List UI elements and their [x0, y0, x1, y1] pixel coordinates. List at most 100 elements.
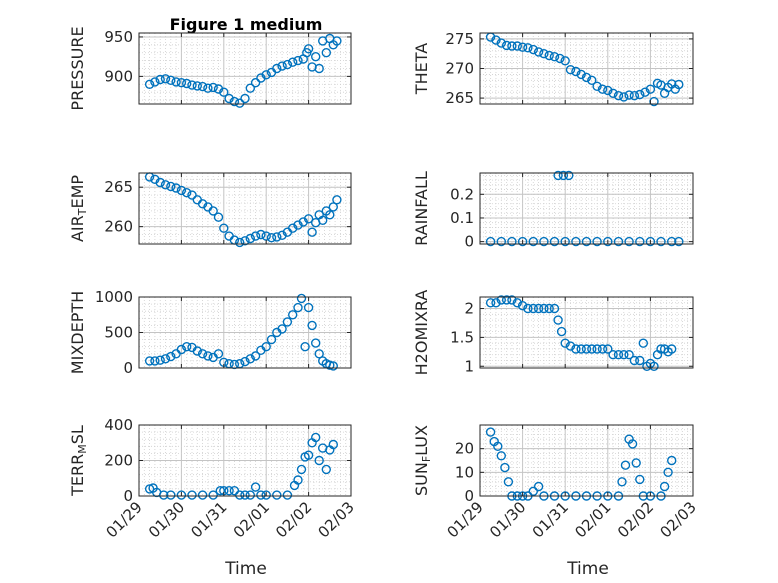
data-point: [507, 236, 517, 247]
data-point: [213, 212, 224, 222]
data-point: [571, 66, 581, 77]
data-point: [166, 351, 176, 362]
data-point: [645, 236, 656, 247]
data-point: [496, 38, 506, 48]
data-point: [158, 490, 169, 500]
y-axis-label-part: H2OMIXRA: [412, 290, 431, 376]
data-point: [635, 236, 645, 247]
data-point: [613, 90, 624, 101]
data-point: [496, 451, 506, 461]
data-point: [592, 81, 602, 92]
data-point: [234, 490, 245, 500]
data-point: [298, 217, 308, 227]
y-axis-label-part: SL: [68, 425, 87, 444]
axes-box: [138, 172, 352, 245]
y-axis-label-part: RAINFALL: [412, 171, 431, 246]
data-point: [328, 361, 338, 371]
data-point: [240, 236, 250, 246]
data-point: [576, 69, 586, 80]
data-point: [328, 439, 338, 450]
data-point: [288, 223, 298, 233]
data-point: [549, 236, 560, 247]
data-point: [528, 303, 538, 314]
data-point: [219, 223, 229, 233]
data-point: [485, 298, 496, 308]
y-tick-label: 200: [104, 452, 133, 470]
y-tick-label: 1.5: [450, 328, 474, 346]
data-point: [635, 474, 645, 485]
data-point: [571, 344, 581, 354]
data-point: [587, 344, 597, 354]
data-point: [603, 236, 613, 247]
data-point: [288, 57, 298, 67]
data-point: [277, 324, 287, 334]
data-point: [256, 229, 266, 240]
data-point: [620, 460, 631, 470]
y-tick-label: 400: [104, 416, 133, 434]
data-point: [523, 303, 533, 314]
data-point: [517, 301, 528, 311]
data-point: [250, 231, 261, 241]
data-point: [261, 490, 271, 500]
data-point: [321, 48, 331, 58]
data-point: [587, 75, 597, 86]
data-point: [332, 36, 342, 46]
data-point: [321, 464, 331, 475]
data-point: [556, 326, 567, 337]
data-point: [503, 477, 514, 487]
y-axis-label: H2OMIXRA: [412, 290, 431, 376]
data-point: [208, 82, 218, 93]
data-point: [659, 481, 670, 492]
data-point: [197, 81, 208, 92]
data-point: [507, 41, 517, 51]
y-tick-label: 0: [464, 233, 474, 251]
data-point: [245, 354, 256, 364]
data-point: [187, 80, 197, 90]
y-tick-label: 270: [445, 60, 474, 78]
y-tick-label: 2: [464, 300, 474, 318]
data-point: [197, 490, 208, 500]
data-point: [155, 74, 165, 85]
data-point: [176, 185, 187, 196]
y-axis-label: PRESSURE: [68, 26, 87, 110]
data-point: [544, 50, 554, 61]
y-tick-label: 1: [464, 357, 474, 375]
data-point: [176, 77, 187, 88]
data-point: [667, 236, 677, 247]
subplot-4: 0 0.1 0.2 RAINFALL: [412, 170, 694, 251]
y-axis-label-part: TERR: [68, 454, 87, 497]
data-point: [332, 195, 342, 205]
data-point: [181, 342, 192, 352]
data-point: [155, 355, 165, 365]
data-point: [181, 187, 192, 198]
data-point: [629, 90, 640, 101]
data-point: [311, 432, 321, 443]
data-point: [493, 441, 503, 451]
data-point: [491, 35, 501, 45]
data-point: [624, 350, 634, 360]
data-point: [176, 344, 187, 355]
y-axis-label-part: SUN: [412, 462, 431, 496]
data-point: [296, 293, 307, 304]
data-point: [192, 346, 203, 356]
data-point: [512, 298, 522, 308]
data-point: [608, 88, 618, 99]
data-point: [224, 486, 234, 496]
data-point: [325, 360, 335, 370]
data-point: [560, 56, 570, 66]
data-point: [318, 215, 328, 226]
y-axis-label: THETA: [412, 43, 431, 95]
data-point: [581, 236, 592, 247]
data-point: [266, 232, 277, 243]
data-point: [303, 214, 314, 224]
data-point: [197, 349, 208, 359]
data-point: [314, 455, 324, 466]
data-point: [663, 467, 673, 477]
data-point: [171, 183, 181, 193]
data-point: [501, 40, 512, 51]
data-point: [624, 236, 634, 247]
data-point: [250, 482, 261, 492]
y-axis-label-part: MIXDEPTH: [68, 291, 87, 374]
data-point: [517, 42, 528, 52]
data-point: [528, 44, 538, 55]
